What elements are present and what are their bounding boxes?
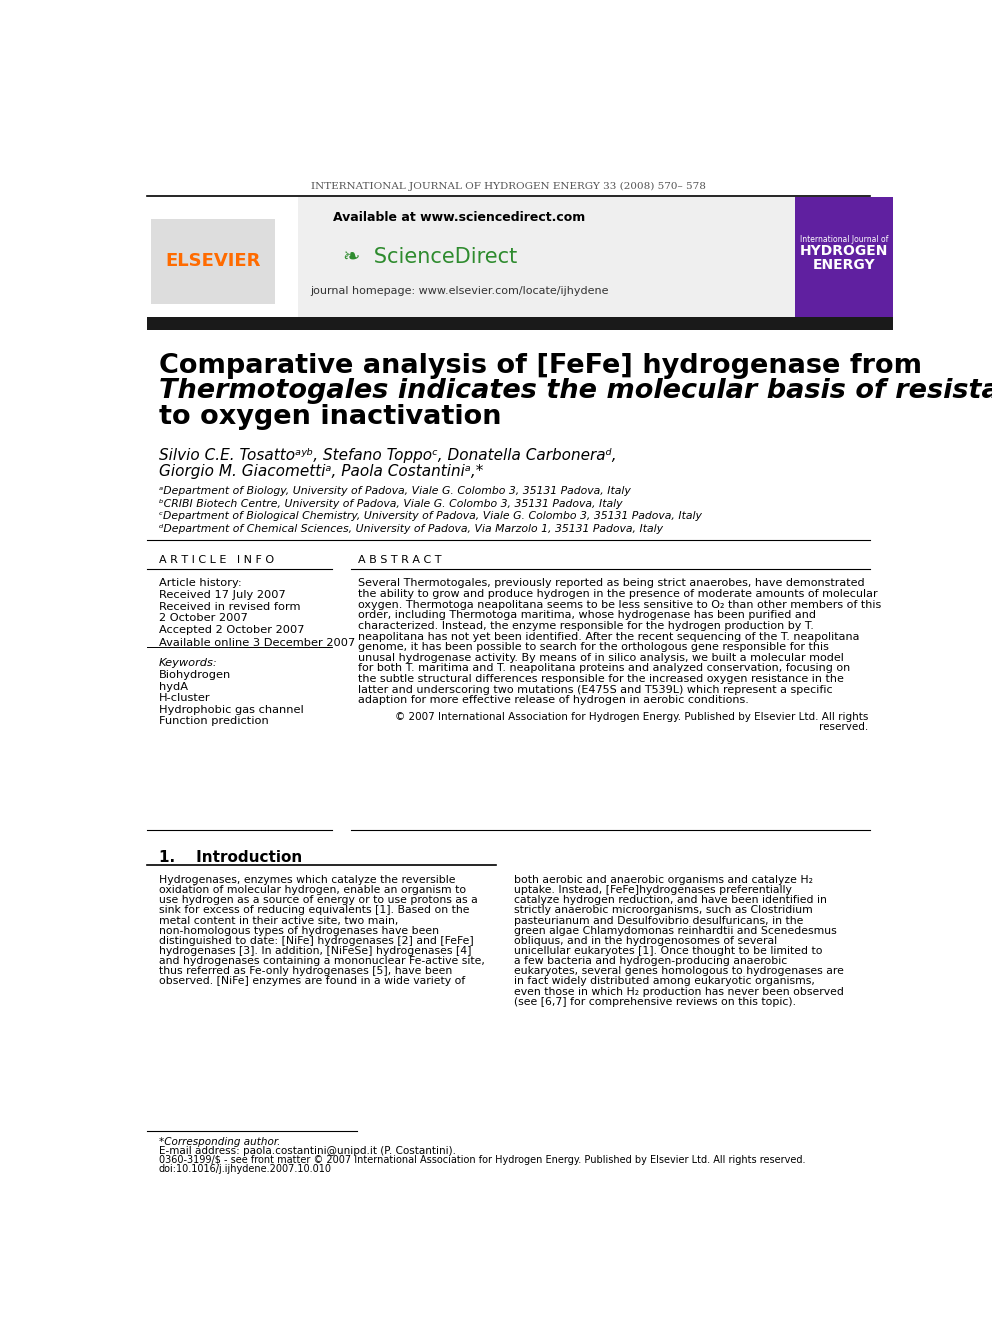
Text: Function prediction: Function prediction — [159, 716, 269, 726]
Text: unicellular eukaryotes [1]. Once thought to be limited to: unicellular eukaryotes [1]. Once thought… — [514, 946, 822, 957]
Text: ❧  ScienceDirect: ❧ ScienceDirect — [343, 247, 517, 267]
Text: ᶜDepartment of Biological Chemistry, University of Padova, Viale G. Colombo 3, 3: ᶜDepartment of Biological Chemistry, Uni… — [159, 512, 701, 521]
Text: Keywords:: Keywords: — [159, 658, 217, 668]
Text: INTERNATIONAL JOURNAL OF HYDROGEN ENERGY 33 (2008) 570– 578: INTERNATIONAL JOURNAL OF HYDROGEN ENERGY… — [310, 183, 706, 191]
Text: non-homologous types of hydrogenases have been: non-homologous types of hydrogenases hav… — [159, 926, 438, 935]
Text: Received 17 July 2007: Received 17 July 2007 — [159, 590, 286, 599]
Text: Thermotogales indicates the molecular basis of resistance: Thermotogales indicates the molecular ba… — [159, 378, 992, 405]
Text: 1.    Introduction: 1. Introduction — [159, 851, 303, 865]
Text: Biohydrogen: Biohydrogen — [159, 669, 231, 680]
Bar — [147, 316, 893, 329]
Text: hydA: hydA — [159, 681, 187, 692]
Text: unusal hydrogenase activity. By means of in silico analysis, we built a molecula: unusal hydrogenase activity. By means of… — [358, 652, 844, 663]
Text: Several Thermotogales, previously reported as being strict anaerobes, have demon: Several Thermotogales, previously report… — [358, 578, 865, 589]
Text: Hydrogenases, enzymes which catalyze the reversible: Hydrogenases, enzymes which catalyze the… — [159, 875, 455, 885]
Text: use hydrogen as a source of energy or to use protons as a: use hydrogen as a source of energy or to… — [159, 896, 477, 905]
Text: Comparative analysis of [FeFe] hydrogenase from: Comparative analysis of [FeFe] hydrogena… — [159, 353, 922, 378]
Text: Available online 3 December 2007: Available online 3 December 2007 — [159, 638, 355, 648]
Text: both aerobic and anaerobic organisms and catalyze H₂: both aerobic and anaerobic organisms and… — [514, 875, 812, 885]
Text: A B S T R A C T: A B S T R A C T — [358, 554, 441, 565]
Text: neapolitana has not yet been identified. After the recent sequencing of the T. n: neapolitana has not yet been identified.… — [358, 631, 859, 642]
Text: ᵃDepartment of Biology, University of Padova, Viale G. Colombo 3, 35131 Padova, : ᵃDepartment of Biology, University of Pa… — [159, 486, 631, 496]
Text: reserved.: reserved. — [818, 722, 868, 732]
Text: thus referred as Fe-only hydrogenases [5], have been: thus referred as Fe-only hydrogenases [5… — [159, 966, 452, 976]
Bar — [147, 197, 796, 316]
Text: ELSEVIER: ELSEVIER — [166, 253, 261, 270]
Text: International Journal of: International Journal of — [800, 235, 888, 245]
Text: 2 October 2007: 2 October 2007 — [159, 613, 248, 623]
Text: Giorgio M. Giacomettiᵃ, Paola Costantiniᵃ,*: Giorgio M. Giacomettiᵃ, Paola Costantini… — [159, 464, 483, 479]
Text: sink for excess of reducing equivalents [1]. Based on the: sink for excess of reducing equivalents … — [159, 905, 469, 916]
Text: ENERGY: ENERGY — [812, 258, 875, 273]
Text: a few bacteria and hydrogen-producing anaerobic: a few bacteria and hydrogen-producing an… — [514, 957, 787, 966]
Text: Accepted 2 October 2007: Accepted 2 October 2007 — [159, 626, 305, 635]
Text: obliquus, and in the hydrogenosomes of several: obliquus, and in the hydrogenosomes of s… — [514, 935, 777, 946]
Text: even those in which H₂ production has never been observed: even those in which H₂ production has ne… — [514, 987, 844, 996]
Text: oxidation of molecular hydrogen, enable an organism to: oxidation of molecular hydrogen, enable … — [159, 885, 466, 896]
Text: latter and underscoring two mutations (E475S and T539L) which represent a specif: latter and underscoring two mutations (E… — [358, 685, 832, 695]
Text: catalyze hydrogen reduction, and have been identified in: catalyze hydrogen reduction, and have be… — [514, 896, 826, 905]
Bar — [147, 197, 299, 316]
Text: order, including Thermotoga maritima, whose hydrogenase has been purified and: order, including Thermotoga maritima, wh… — [358, 610, 816, 620]
Text: the subtle structural differences responsible for the increased oxygen resistanc: the subtle structural differences respon… — [358, 673, 844, 684]
Text: A R T I C L E   I N F O: A R T I C L E I N F O — [159, 554, 274, 565]
Text: Available at www.sciencedirect.com: Available at www.sciencedirect.com — [333, 210, 585, 224]
Text: oxygen. Thermotoga neapolitana seems to be less sensitive to O₂ than other membe: oxygen. Thermotoga neapolitana seems to … — [358, 599, 881, 610]
Text: E-mail address: paola.costantini@unipd.it (P. Costantini).: E-mail address: paola.costantini@unipd.i… — [159, 1146, 456, 1156]
Text: Silvio C.E. Tosattoᵃʸᵇ, Stefano Toppoᶜ, Donatella Carboneraᵈ,: Silvio C.E. Tosattoᵃʸᵇ, Stefano Toppoᶜ, … — [159, 447, 616, 463]
Text: pasteurianum and Desulfovibrio desulfuricans, in the: pasteurianum and Desulfovibrio desulfuri… — [514, 916, 804, 926]
Text: ᵇCRIBI Biotech Centre, University of Padova, Viale G. Colombo 3, 35131 Padova, I: ᵇCRIBI Biotech Centre, University of Pad… — [159, 499, 622, 509]
Text: Article history:: Article history: — [159, 578, 242, 587]
Text: *Corresponding author.: *Corresponding author. — [159, 1136, 281, 1147]
Text: in fact widely distributed among eukaryotic organisms,: in fact widely distributed among eukaryo… — [514, 976, 814, 987]
Text: Received in revised form: Received in revised form — [159, 602, 301, 613]
Text: journal homepage: www.elsevier.com/locate/ijhydene: journal homepage: www.elsevier.com/locat… — [310, 286, 609, 296]
Text: observed. [NiFe] enzymes are found in a wide variety of: observed. [NiFe] enzymes are found in a … — [159, 976, 465, 987]
Text: 0360-3199/$ - see front matter © 2007 International Association for Hydrogen Ene: 0360-3199/$ - see front matter © 2007 In… — [159, 1155, 806, 1166]
Text: hydrogenases [3]. In addition, [NiFeSe] hydrogenases [4]: hydrogenases [3]. In addition, [NiFeSe] … — [159, 946, 471, 957]
Text: distinguished to date: [NiFe] hydrogenases [2] and [FeFe]: distinguished to date: [NiFe] hydrogenas… — [159, 935, 473, 946]
Text: uptake. Instead, [FeFe]hydrogenases preferentially: uptake. Instead, [FeFe]hydrogenases pref… — [514, 885, 792, 896]
Text: strictly anaerobic microorganisms, such as Clostridium: strictly anaerobic microorganisms, such … — [514, 905, 812, 916]
Text: and hydrogenases containing a mononuclear Fe-active site,: and hydrogenases containing a mononuclea… — [159, 957, 485, 966]
Text: ᵈDepartment of Chemical Sciences, University of Padova, Via Marzolo 1, 35131 Pad: ᵈDepartment of Chemical Sciences, Univer… — [159, 524, 663, 534]
Text: metal content in their active site, two main,: metal content in their active site, two … — [159, 916, 398, 926]
Text: doi:10.1016/j.ijhydene.2007.10.010: doi:10.1016/j.ijhydene.2007.10.010 — [159, 1164, 332, 1174]
Text: to oxygen inactivation: to oxygen inactivation — [159, 404, 501, 430]
Text: H-cluster: H-cluster — [159, 693, 210, 703]
Text: © 2007 International Association for Hydrogen Energy. Published by Elsevier Ltd.: © 2007 International Association for Hyd… — [395, 712, 868, 722]
Text: the ability to grow and produce hydrogen in the presence of moderate amounts of : the ability to grow and produce hydrogen… — [358, 589, 878, 599]
Text: adaption for more effective release of hydrogen in aerobic conditions.: adaption for more effective release of h… — [358, 696, 749, 705]
Text: for both T. maritima and T. neapolitana proteins and analyzed conservation, focu: for both T. maritima and T. neapolitana … — [358, 663, 850, 673]
Text: characterized. Instead, the enzyme responsible for the hydrogen production by T.: characterized. Instead, the enzyme respo… — [358, 620, 813, 631]
Text: eukaryotes, several genes homologous to hydrogenases are: eukaryotes, several genes homologous to … — [514, 966, 844, 976]
Text: green algae Chlamydomonas reinhardtii and Scenedesmus: green algae Chlamydomonas reinhardtii an… — [514, 926, 836, 935]
Bar — [151, 218, 275, 303]
Text: HYDROGEN: HYDROGEN — [800, 245, 888, 258]
Text: genome, it has been possible to search for the orthologous gene responsible for : genome, it has been possible to search f… — [358, 642, 829, 652]
Bar — [796, 197, 893, 316]
Text: Hydrophobic gas channel: Hydrophobic gas channel — [159, 705, 304, 714]
Text: (see [6,7] for comprehensive reviews on this topic).: (see [6,7] for comprehensive reviews on … — [514, 996, 796, 1007]
